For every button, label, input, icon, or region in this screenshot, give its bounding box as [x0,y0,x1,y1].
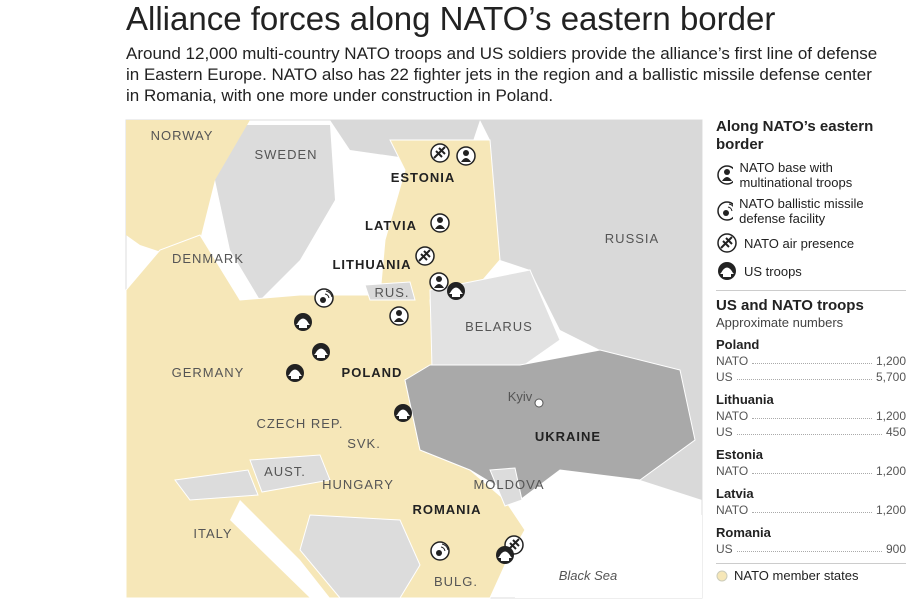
legend-icon [718,262,736,280]
troop-force: NATO [716,409,749,423]
legend-item: NATO ballistic missile defense facility [716,196,906,226]
map-label: ESTONIA [391,170,456,185]
map-label: BELARUS [465,319,533,334]
troop-force: US [716,542,733,556]
legend-icon [717,165,734,185]
troop-count: 900 [885,542,906,556]
troop-count: 450 [885,425,906,439]
leader [752,353,872,364]
troop-row: US 5,700 [716,369,906,385]
troop-row: US 450 [716,424,906,440]
legend-icon [717,233,737,253]
legend-title: Along NATO’s eastern border [716,118,874,153]
country-name: Lithuania [716,392,774,407]
map-label: MOLDOVA [473,477,544,492]
troop-force: NATO [716,354,749,368]
map-label: HUNGARY [322,477,394,492]
troops-title: US and NATO troops [716,297,864,314]
troop-force: US [716,370,733,384]
legend-label: NATO base with multinational troops [739,160,853,190]
troop-count: 1,200 [875,464,906,478]
troop-row: NATO 1,200 [716,463,906,479]
map-label: Kyiv [508,389,533,404]
leader [736,369,872,380]
member-legend-label: NATO member states [734,568,859,583]
map-label: RUS. [374,285,409,300]
legend: NATO base with multinational troops NATO … [716,160,906,282]
map-label: BULG. [434,574,478,589]
troop-row: NATO 1,200 [716,408,906,424]
country-name: Poland [716,337,760,352]
troop-row: US 900 [716,541,906,557]
leader [736,424,882,435]
map-label: ROMANIA [412,502,481,517]
map-label: DENMARK [172,251,244,266]
country-name: Estonia [716,447,763,462]
map-label: ITALY [193,526,232,541]
troop-count: 1,200 [875,503,906,517]
troop-row: NATO 1,200 [716,353,906,369]
legend-label: US troops [744,263,802,279]
legend-item: US troops [716,260,906,282]
map-area [125,119,703,599]
sidebar: Along NATO’s eastern border NATO base wi… [716,118,906,583]
legend-label: NATO ballistic missile defense facility [739,196,864,226]
map-label: SWEDEN [254,147,317,162]
troop-count: 1,200 [875,409,906,423]
title: Alliance forces along NATO’s eastern bor… [126,0,776,37]
legend-item: NATO air presence [716,232,906,254]
legend-icon [717,201,734,221]
troops-list: Poland NATO 1,200 US 5,700 Lithuania NATO 1,200… [716,337,906,557]
troop-count: 5,700 [875,370,906,384]
map-label: LATVIA [365,218,417,233]
subtitle: Around 12,000 multi-country NATO troops … [126,44,878,105]
troop-force: US [716,425,733,439]
troop-count: 1,200 [875,354,906,368]
legend-item: NATO base with multinational troops [716,160,906,190]
country-name: Latvia [716,486,754,501]
map-label: SVK. [347,436,381,451]
troop-force: NATO [716,464,749,478]
map-label: NORWAY [151,128,214,143]
map-label: LITHUANIA [332,257,411,272]
map-label: Black Sea [559,568,618,583]
member-legend: NATO member states [716,568,906,583]
map-label: AUST. [264,464,306,479]
map-label: CZECH REP. [256,416,343,431]
leader [736,541,882,552]
map-label: UKRAINE [535,429,601,444]
leader [752,463,872,474]
map-label: GERMANY [172,365,245,380]
troop-force: NATO [716,503,749,517]
troops-subtitle: Approximate numbers [716,315,844,330]
map-labels: NORWAY SWEDEN ESTONIA LATVIA LITHUANIA D… [151,128,659,589]
map-label: POLAND [342,365,403,380]
map-label: RUSSIA [605,231,659,246]
legend-label: NATO air presence [744,235,855,251]
country-name: Romania [716,525,771,540]
leader [752,408,872,419]
leader [752,502,872,513]
troop-row: NATO 1,200 [716,502,906,518]
